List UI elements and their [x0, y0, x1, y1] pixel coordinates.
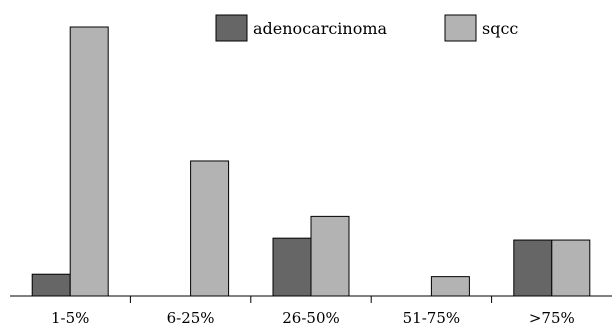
legend: adenocarcinoma sqcc	[215, 14, 518, 42]
bars-group	[31, 26, 591, 297]
legend-label-sqcc: sqcc	[482, 19, 518, 38]
bar-sqcc-4	[551, 239, 591, 297]
legend-label-adenocarcinoma: adenocarcinoma	[253, 19, 388, 38]
bar-sqcc-1	[190, 160, 230, 297]
x-tick-label-4: >75%	[529, 309, 575, 327]
x-tick-label-3: 51-75%	[403, 309, 461, 327]
bar-sqcc-0	[69, 26, 109, 297]
bar-sqcc-2	[310, 215, 350, 297]
bar-adenocarcinoma-4	[513, 239, 553, 297]
legend-swatch-adenocarcinoma	[215, 14, 248, 42]
legend-swatch-sqcc	[444, 14, 477, 42]
x-tick-label-0: 1-5%	[51, 309, 89, 327]
x-tick-label-1: 6-25%	[167, 309, 215, 327]
bar-adenocarcinoma-2	[272, 237, 312, 297]
bar-sqcc-3	[430, 276, 470, 297]
bar-adenocarcinoma-0	[31, 273, 71, 297]
x-tick-label-2: 26-50%	[282, 309, 340, 327]
x-axis-ticks	[129, 296, 493, 303]
x-axis-tick-labels: 1-5% 6-25% 26-50% 51-75% >75%	[51, 309, 575, 327]
